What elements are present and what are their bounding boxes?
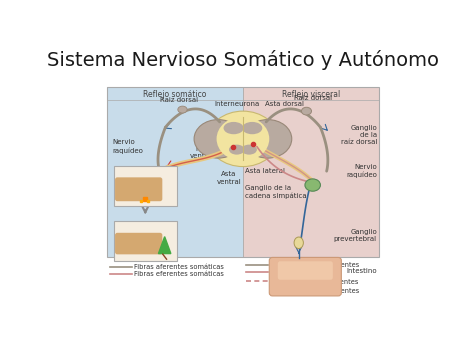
Bar	[243, 87, 379, 257]
Text: Asta dorsal: Asta dorsal	[264, 101, 304, 107]
FancyBboxPatch shape	[269, 257, 341, 296]
Text: Ganglio de la
cadena simpática: Ganglio de la cadena simpática	[245, 185, 307, 199]
FancyBboxPatch shape	[278, 261, 333, 280]
Text: Fibras aferentes somáticas: Fibras aferentes somáticas	[135, 264, 224, 270]
Ellipse shape	[301, 107, 311, 115]
Bar	[107, 87, 379, 257]
Ellipse shape	[178, 106, 187, 113]
Text: Nervio
raquídeo: Nervio raquídeo	[346, 164, 377, 178]
Text: Interneurona: Interneurona	[214, 101, 259, 107]
FancyBboxPatch shape	[115, 233, 162, 254]
Ellipse shape	[244, 120, 292, 158]
Text: Raiz
ventral: Raiz ventral	[190, 146, 215, 159]
Text: Asta
ventral: Asta ventral	[217, 171, 241, 185]
Text: Fibras viscerales
posganglionares eferentes: Fibras viscerales posganglionares eferen…	[270, 281, 359, 294]
Text: Ganglio
de la
raíz dorsal: Ganglio de la raíz dorsal	[341, 125, 377, 145]
Text: Fibras viscerales
preganglionares eferentes: Fibras viscerales preganglionares eferen…	[270, 272, 358, 285]
Ellipse shape	[224, 122, 244, 134]
Ellipse shape	[242, 122, 262, 134]
Text: Ganglio
prevertebral: Ganglio prevertebral	[334, 229, 377, 242]
Text: Fibras eferentes somáticas: Fibras eferentes somáticas	[135, 271, 224, 277]
Ellipse shape	[294, 237, 303, 248]
Bar	[113, 221, 177, 261]
Text: Asta lateral: Asta lateral	[245, 168, 285, 174]
Text: Reflejo somático: Reflejo somático	[144, 90, 207, 99]
Text: Nervio
raquídeo: Nervio raquídeo	[112, 140, 143, 154]
Text: Fibras viscerales aferentes: Fibras viscerales aferentes	[270, 262, 359, 268]
Ellipse shape	[305, 179, 320, 191]
Text: Raiz dorsal: Raiz dorsal	[160, 97, 199, 103]
Bar	[107, 87, 243, 257]
Ellipse shape	[229, 144, 245, 155]
Text: Sistema Nervioso Somático y Autónomo: Sistema Nervioso Somático y Autónomo	[47, 50, 439, 70]
Bar	[113, 166, 177, 206]
FancyBboxPatch shape	[115, 178, 162, 201]
Text: Raiz dorsal: Raiz dorsal	[293, 95, 332, 101]
Ellipse shape	[217, 116, 269, 161]
Ellipse shape	[241, 144, 257, 155]
Ellipse shape	[208, 111, 278, 166]
Text: Reflejo visceral: Reflejo visceral	[282, 90, 340, 99]
Polygon shape	[158, 237, 171, 253]
Polygon shape	[162, 253, 167, 260]
Text: Intestino: Intestino	[346, 268, 377, 274]
Ellipse shape	[194, 120, 242, 158]
